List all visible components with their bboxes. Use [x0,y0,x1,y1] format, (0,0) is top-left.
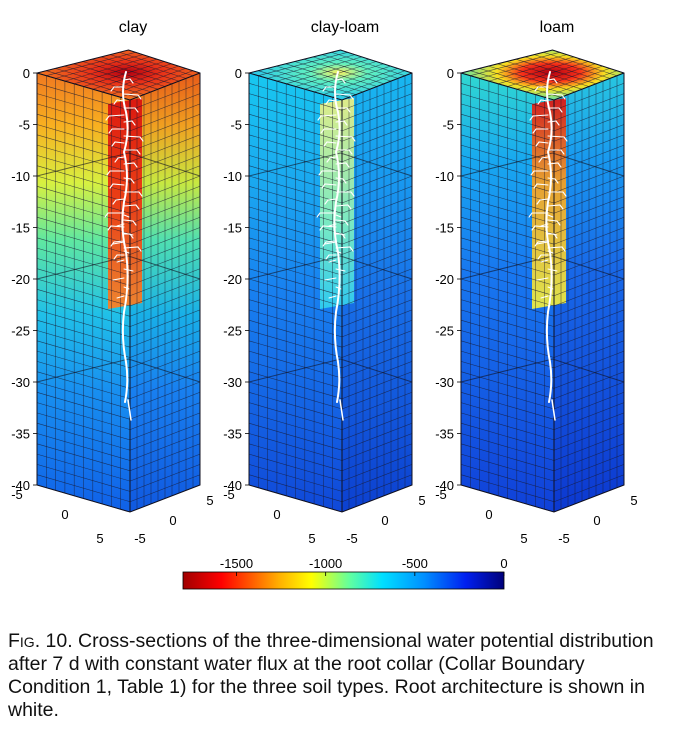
z-tick-label: -30 [223,375,242,390]
colorbar-tick-label: -1500 [220,556,253,571]
z-tick-label: -40 [223,478,242,493]
mesh-grid [36,49,201,513]
x-tick-label: 0 [273,507,280,522]
y-tick-label: -5 [558,531,570,546]
z-tick-label: -5 [442,118,454,133]
x-axis: -5 0 5 [11,487,103,546]
colorbar-tick-label: 0 [500,556,507,571]
z-tick-label: -15 [435,221,454,236]
x-axis: -5 0 5 [223,487,315,546]
z-tick-label: -25 [11,324,30,339]
y-tick-label: 0 [593,513,600,528]
colorbar-gradient [182,571,505,590]
z-tick-label: -20 [223,272,242,287]
y-tick-label: 5 [630,493,637,508]
panel-clay-loam: clay-loam0-5-10-15-20-25-30-35-40-50550-… [223,19,425,546]
panel-title: loam [540,19,575,36]
x-tick-label: -5 [223,487,235,502]
z-tick-label: -15 [223,221,242,236]
z-tick-label: -10 [11,169,30,184]
z-tick-label: -35 [11,427,30,442]
x-tick-label: 5 [96,531,103,546]
top-face [249,50,412,100]
panel-title: clay [119,19,147,36]
x-axis: -5 0 5 [435,487,527,546]
y-tick-label: 0 [169,513,176,528]
z-axis: 0 -5 -10 -15 -20 -25 -30 -35 -40 [11,66,37,493]
caption-label: Fig. 10. [8,630,73,652]
z-axis: 0 -5 -10 -15 -20 -25 -30 -35 -40 [435,66,461,493]
prism-frame [460,49,625,513]
z-tick-label: -25 [435,324,454,339]
z-tick-label: -35 [435,427,454,442]
x-tick-label: -5 [11,487,23,502]
y-tick-label: 0 [381,513,388,528]
colorbar-tick-label: -1000 [309,556,342,571]
y-tick-label: 5 [418,493,425,508]
panel-title: clay-loam [311,19,379,36]
root-architecture [316,71,356,421]
y-tick-label: -5 [346,531,358,546]
z-tick-label: -20 [435,272,454,287]
z-tick-label: -5 [18,118,30,133]
x-tick-label: 0 [61,507,68,522]
colorbar-tick-label: -500 [402,556,428,571]
x-tick-label: 5 [520,531,527,546]
z-tick-label: -5 [230,118,242,133]
z-tick-label: -30 [11,375,30,390]
y-axis: 5 0 -5 [134,493,213,546]
z-axis: 0 -5 -10 -15 -20 -25 -30 -35 -40 [223,66,249,493]
top-face [461,50,624,100]
y-tick-label: 5 [206,493,213,508]
z-tick-label: -10 [223,169,242,184]
top-face [37,50,200,100]
z-tick-label: -15 [11,221,30,236]
figure-caption: Fig. 10. Cross-sections of the three-dim… [8,630,670,722]
z-tick-label: 0 [23,66,30,81]
y-axis: 5 0 -5 [558,493,637,546]
z-tick-label: -35 [223,427,242,442]
z-tick-label: -30 [435,375,454,390]
x-tick-label: -5 [435,487,447,502]
z-tick-label: -40 [11,478,30,493]
z-tick-label: 0 [447,66,454,81]
y-tick-label: -5 [134,531,146,546]
z-tick-label: -10 [435,169,454,184]
z-tick-label: -40 [435,478,454,493]
z-tick-label: 0 [235,66,242,81]
z-tick-label: -20 [11,272,30,287]
figure: clay0-5-10-15-20-25-30-35-40-50550-5clay… [11,19,638,590]
x-tick-label: 5 [308,531,315,546]
caption-text: Cross-sections of the three-dimensional … [8,630,654,721]
root-architecture [528,71,568,421]
colorbar: -1500 -1000 -500 0 [182,556,508,590]
root-architecture [104,71,144,421]
x-tick-label: 0 [485,507,492,522]
z-tick-label: -25 [223,324,242,339]
y-axis: 5 0 -5 [346,493,425,546]
mesh-grid [460,49,625,513]
